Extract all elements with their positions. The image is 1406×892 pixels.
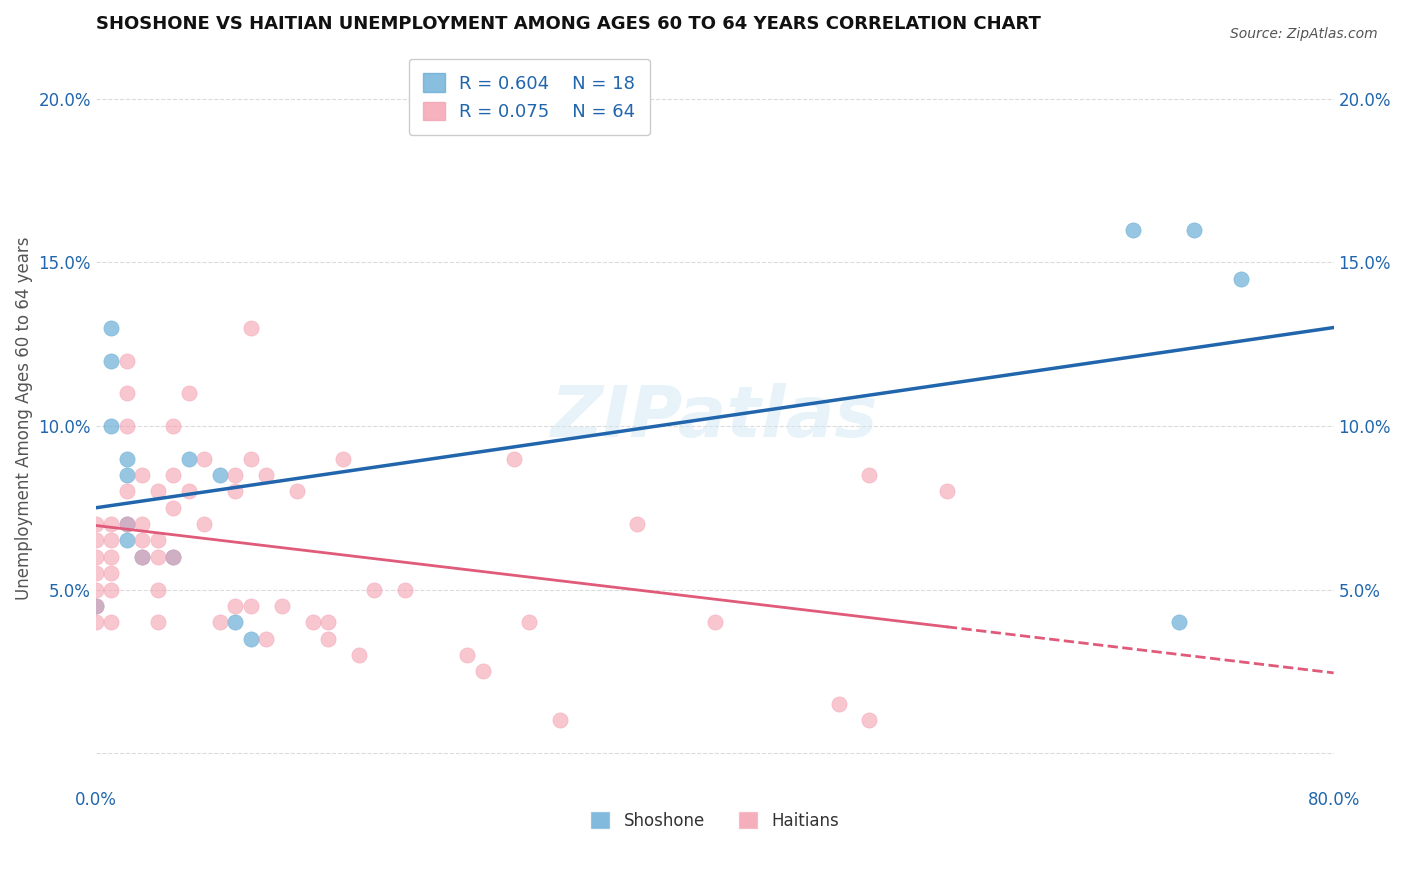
Point bbox=[162, 500, 184, 515]
Point bbox=[115, 468, 138, 483]
Point bbox=[146, 582, 169, 597]
Point bbox=[193, 451, 215, 466]
Point bbox=[224, 468, 246, 483]
Point bbox=[115, 533, 138, 548]
Point bbox=[224, 484, 246, 499]
Point bbox=[146, 484, 169, 499]
Point bbox=[162, 468, 184, 483]
Point bbox=[270, 599, 292, 613]
Point bbox=[115, 517, 138, 532]
Point bbox=[456, 648, 478, 662]
Point bbox=[84, 599, 107, 613]
Point bbox=[285, 484, 308, 499]
Point bbox=[626, 517, 648, 532]
Point bbox=[100, 321, 122, 335]
Point bbox=[858, 468, 880, 483]
Point bbox=[131, 533, 153, 548]
Point bbox=[84, 582, 107, 597]
Point bbox=[177, 386, 200, 401]
Point bbox=[115, 353, 138, 368]
Text: ZIPatlas: ZIPatlas bbox=[551, 384, 879, 452]
Point bbox=[84, 549, 107, 564]
Point bbox=[394, 582, 416, 597]
Point bbox=[254, 632, 277, 646]
Point bbox=[363, 582, 385, 597]
Point bbox=[100, 582, 122, 597]
Point bbox=[316, 632, 339, 646]
Point bbox=[347, 648, 370, 662]
Point bbox=[1167, 615, 1189, 630]
Point bbox=[131, 549, 153, 564]
Point bbox=[100, 533, 122, 548]
Legend: Shoshone, Haitians: Shoshone, Haitians bbox=[583, 805, 846, 837]
Text: Source: ZipAtlas.com: Source: ZipAtlas.com bbox=[1230, 27, 1378, 41]
Point bbox=[239, 599, 262, 613]
Point bbox=[146, 615, 169, 630]
Point bbox=[827, 697, 849, 711]
Point bbox=[115, 484, 138, 499]
Point bbox=[208, 468, 231, 483]
Point bbox=[100, 517, 122, 532]
Point bbox=[224, 599, 246, 613]
Point bbox=[239, 451, 262, 466]
Point bbox=[316, 615, 339, 630]
Point bbox=[162, 549, 184, 564]
Point bbox=[84, 599, 107, 613]
Y-axis label: Unemployment Among Ages 60 to 64 years: Unemployment Among Ages 60 to 64 years bbox=[15, 236, 32, 599]
Point bbox=[146, 533, 169, 548]
Point bbox=[1121, 223, 1143, 237]
Point bbox=[100, 549, 122, 564]
Point bbox=[177, 451, 200, 466]
Point bbox=[131, 517, 153, 532]
Point bbox=[193, 517, 215, 532]
Point bbox=[131, 468, 153, 483]
Point bbox=[239, 632, 262, 646]
Point bbox=[858, 714, 880, 728]
Point bbox=[115, 517, 138, 532]
Point bbox=[115, 386, 138, 401]
Point bbox=[502, 451, 524, 466]
Point bbox=[100, 353, 122, 368]
Point bbox=[703, 615, 725, 630]
Point bbox=[548, 714, 571, 728]
Point bbox=[224, 615, 246, 630]
Point bbox=[162, 419, 184, 434]
Point bbox=[1230, 272, 1253, 286]
Point bbox=[254, 468, 277, 483]
Point bbox=[84, 517, 107, 532]
Text: SHOSHONE VS HAITIAN UNEMPLOYMENT AMONG AGES 60 TO 64 YEARS CORRELATION CHART: SHOSHONE VS HAITIAN UNEMPLOYMENT AMONG A… bbox=[96, 15, 1040, 33]
Point bbox=[115, 451, 138, 466]
Point bbox=[131, 549, 153, 564]
Point bbox=[84, 566, 107, 581]
Point bbox=[84, 533, 107, 548]
Point bbox=[146, 549, 169, 564]
Point bbox=[100, 566, 122, 581]
Point bbox=[177, 484, 200, 499]
Point bbox=[471, 665, 494, 679]
Point bbox=[115, 419, 138, 434]
Point bbox=[239, 321, 262, 335]
Point bbox=[332, 451, 354, 466]
Point bbox=[935, 484, 957, 499]
Point bbox=[84, 615, 107, 630]
Point bbox=[1182, 223, 1205, 237]
Point bbox=[162, 549, 184, 564]
Point bbox=[100, 419, 122, 434]
Point bbox=[208, 615, 231, 630]
Point bbox=[517, 615, 540, 630]
Point bbox=[301, 615, 323, 630]
Point bbox=[100, 615, 122, 630]
